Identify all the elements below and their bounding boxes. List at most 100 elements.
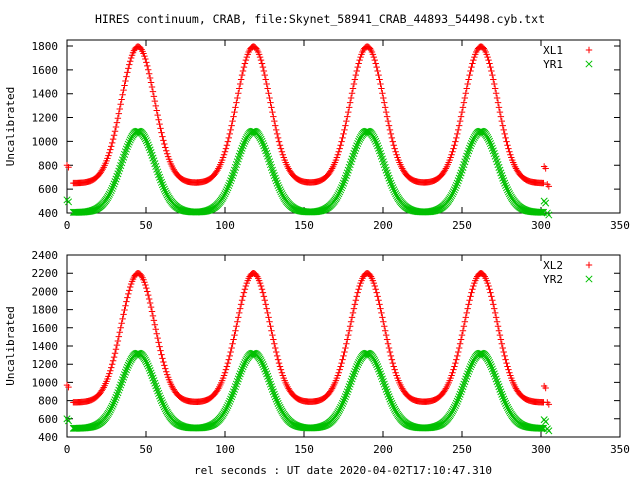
data-point <box>448 191 456 200</box>
data-point <box>104 192 112 200</box>
data-point <box>270 113 277 120</box>
data-point <box>145 70 153 77</box>
data-point <box>153 384 161 392</box>
data-point <box>234 94 241 102</box>
data-point <box>382 385 390 393</box>
data-point <box>153 107 160 114</box>
data-point <box>338 359 345 367</box>
data-point <box>236 309 243 317</box>
data-point <box>228 174 236 182</box>
data-point <box>384 340 392 347</box>
data-point <box>371 357 379 365</box>
data-point <box>370 355 378 363</box>
data-point <box>347 377 355 386</box>
data-point <box>385 122 393 129</box>
data-point <box>391 145 398 152</box>
x-tick-label: 300 <box>531 443 551 456</box>
data-point <box>273 130 281 138</box>
data-point <box>375 297 382 304</box>
y-tick-label: 600 <box>38 413 58 426</box>
data-point <box>116 105 123 113</box>
data-point <box>485 56 492 64</box>
data-point <box>542 199 550 207</box>
data-point <box>150 317 158 324</box>
data-point <box>448 407 457 415</box>
data-point <box>148 308 156 315</box>
data-point <box>120 371 129 379</box>
y-tick-label: 1000 <box>32 135 59 148</box>
data-point <box>381 323 388 330</box>
data-point <box>349 309 357 317</box>
data-point <box>256 53 264 61</box>
data-point <box>485 359 494 367</box>
data-point <box>497 336 505 343</box>
data-point <box>490 76 497 83</box>
data-point <box>108 364 115 371</box>
data-point <box>223 141 231 149</box>
data-point <box>225 399 233 408</box>
data-point <box>223 403 231 412</box>
data-point <box>466 363 475 371</box>
data-point <box>274 399 282 408</box>
data-point <box>261 297 269 304</box>
data-point <box>336 366 343 373</box>
data-point <box>366 45 374 52</box>
data-point <box>105 373 112 380</box>
data-point <box>545 427 553 435</box>
data-point <box>117 101 124 108</box>
data-point <box>162 144 169 151</box>
data-point <box>273 179 281 187</box>
data-point <box>141 52 148 60</box>
data-point <box>378 85 385 92</box>
data-point <box>338 181 347 190</box>
data-point <box>449 188 458 196</box>
data-point <box>118 378 126 386</box>
data-point <box>341 348 348 356</box>
data-point <box>537 208 545 216</box>
data-point <box>538 424 546 432</box>
data-point <box>459 327 467 334</box>
data-point <box>505 366 512 373</box>
data-point <box>352 365 360 373</box>
data-point <box>240 63 248 71</box>
legend-marker <box>585 261 593 269</box>
data-point <box>146 299 154 307</box>
data-point <box>374 363 382 371</box>
data-point <box>112 393 120 402</box>
data-point <box>111 350 119 357</box>
data-point <box>271 117 278 125</box>
data-point <box>162 189 170 197</box>
data-point <box>390 186 398 194</box>
data-point <box>457 113 465 120</box>
data-point <box>585 261 593 269</box>
data-point <box>469 286 476 293</box>
data-point <box>450 145 457 152</box>
data-point <box>455 393 463 401</box>
data-point <box>110 398 118 406</box>
data-point <box>466 71 473 79</box>
data-point <box>146 367 154 375</box>
data-point <box>150 93 158 100</box>
data-point <box>236 85 243 92</box>
data-point <box>256 355 264 363</box>
data-point <box>375 365 383 373</box>
data-point <box>156 120 163 128</box>
data-point <box>273 397 281 405</box>
data-point <box>497 113 505 120</box>
data-point <box>503 138 510 145</box>
data-point <box>227 177 235 185</box>
data-point <box>355 60 362 67</box>
data-point <box>241 359 249 367</box>
data-point <box>229 340 236 347</box>
data-point <box>336 405 344 413</box>
data-point <box>219 154 227 161</box>
data-point <box>220 151 228 158</box>
data-point <box>499 174 507 182</box>
data-point <box>259 361 267 369</box>
data-point <box>538 208 546 216</box>
data-point <box>450 366 457 373</box>
data-point <box>147 369 155 377</box>
data-point <box>386 177 394 185</box>
data-point <box>340 352 347 360</box>
data-point <box>380 380 388 388</box>
